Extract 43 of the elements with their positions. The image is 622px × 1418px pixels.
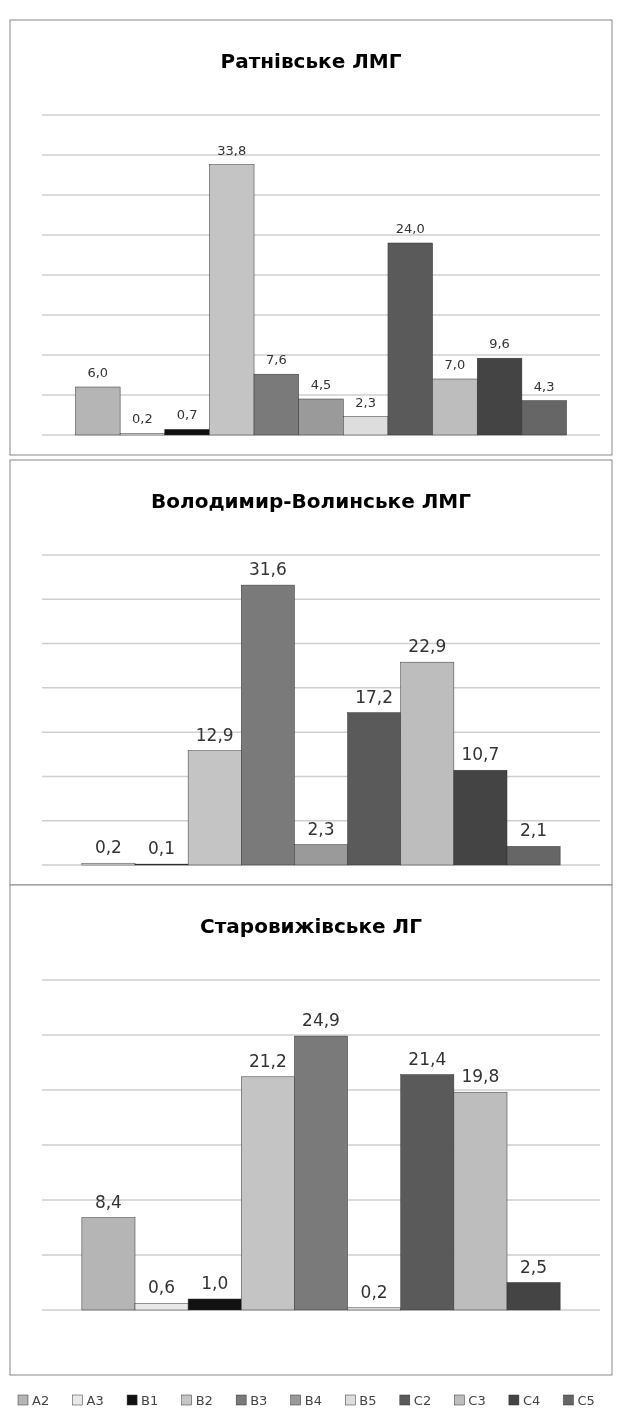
legend-label: B1 (141, 1393, 159, 1408)
data-label: 33,8 (217, 142, 247, 158)
legend-label: A3 (86, 1393, 104, 1408)
data-label: 0,1 (148, 838, 176, 859)
data-label: 9,6 (489, 336, 510, 352)
chart-title: Старовижівське ЛГ (200, 914, 423, 938)
data-label: 10,7 (461, 744, 500, 765)
data-label: 2,3 (355, 394, 376, 410)
data-label: 12,9 (195, 724, 234, 745)
legend-label: C5 (577, 1393, 595, 1408)
data-label: 21,4 (408, 1048, 447, 1069)
data-label: 4,5 (310, 377, 332, 392)
data-label: 6,0 (87, 365, 109, 380)
legend-label: B5 (359, 1393, 377, 1408)
legend-label: B4 (304, 1393, 322, 1408)
chart-title: Ратнівське ЛМГ (220, 49, 402, 73)
data-label: 7,6 (266, 352, 287, 368)
data-label: 31,6 (248, 559, 287, 580)
data-label: 2,5 (520, 1256, 548, 1277)
legend-label: C2 (413, 1393, 432, 1408)
data-label: 21,2 (248, 1050, 287, 1071)
data-label: 7,0 (444, 357, 466, 372)
data-label: 0,7 (176, 407, 198, 423)
data-label: 22,9 (408, 636, 447, 657)
legend-label: B3 (250, 1393, 268, 1408)
data-label: 4,3 (533, 378, 555, 394)
data-label: 0,6 (148, 1277, 176, 1298)
data-label: 8,4 (94, 1191, 122, 1212)
legend-label: C3 (468, 1393, 486, 1408)
data-label: 0,2 (132, 411, 153, 427)
chart-title: Володимир-Волинське ЛМГ (151, 489, 472, 513)
legend-label: A2 (32, 1393, 50, 1408)
data-label: 1,0 (201, 1273, 229, 1293)
data-label: 24,9 (302, 1010, 340, 1031)
data-label: 2,1 (520, 820, 548, 841)
data-label: 17,2 (355, 686, 394, 707)
data-label: 19,8 (461, 1066, 500, 1087)
legend-label: B2 (195, 1393, 213, 1408)
legend-label: C4 (522, 1393, 541, 1408)
data-label: 0,2 (360, 1281, 388, 1302)
data-label: 0,2 (94, 837, 122, 858)
data-label: 24,0 (395, 221, 425, 236)
data-label: 2,3 (307, 818, 335, 839)
